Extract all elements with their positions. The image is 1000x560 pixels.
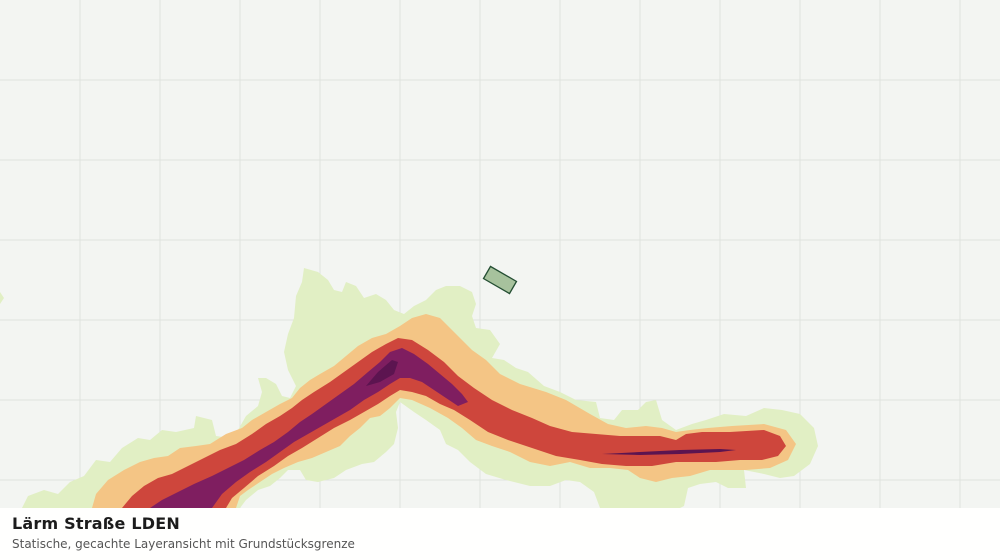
parcel-boundary[interactable] (482, 265, 518, 295)
noise-band-3 (122, 338, 786, 508)
layer-title: Lärm Straße LDEN (12, 514, 180, 533)
layer-subtitle: Statische, gecachte Layeransicht mit Gru… (12, 537, 355, 551)
map-view[interactable] (0, 0, 1000, 508)
noise-map-canvas[interactable] (0, 0, 1000, 508)
layer-caption: Lärm Straße LDEN Statische, gecachte Lay… (0, 508, 1000, 560)
noise-band-4 (150, 348, 468, 508)
